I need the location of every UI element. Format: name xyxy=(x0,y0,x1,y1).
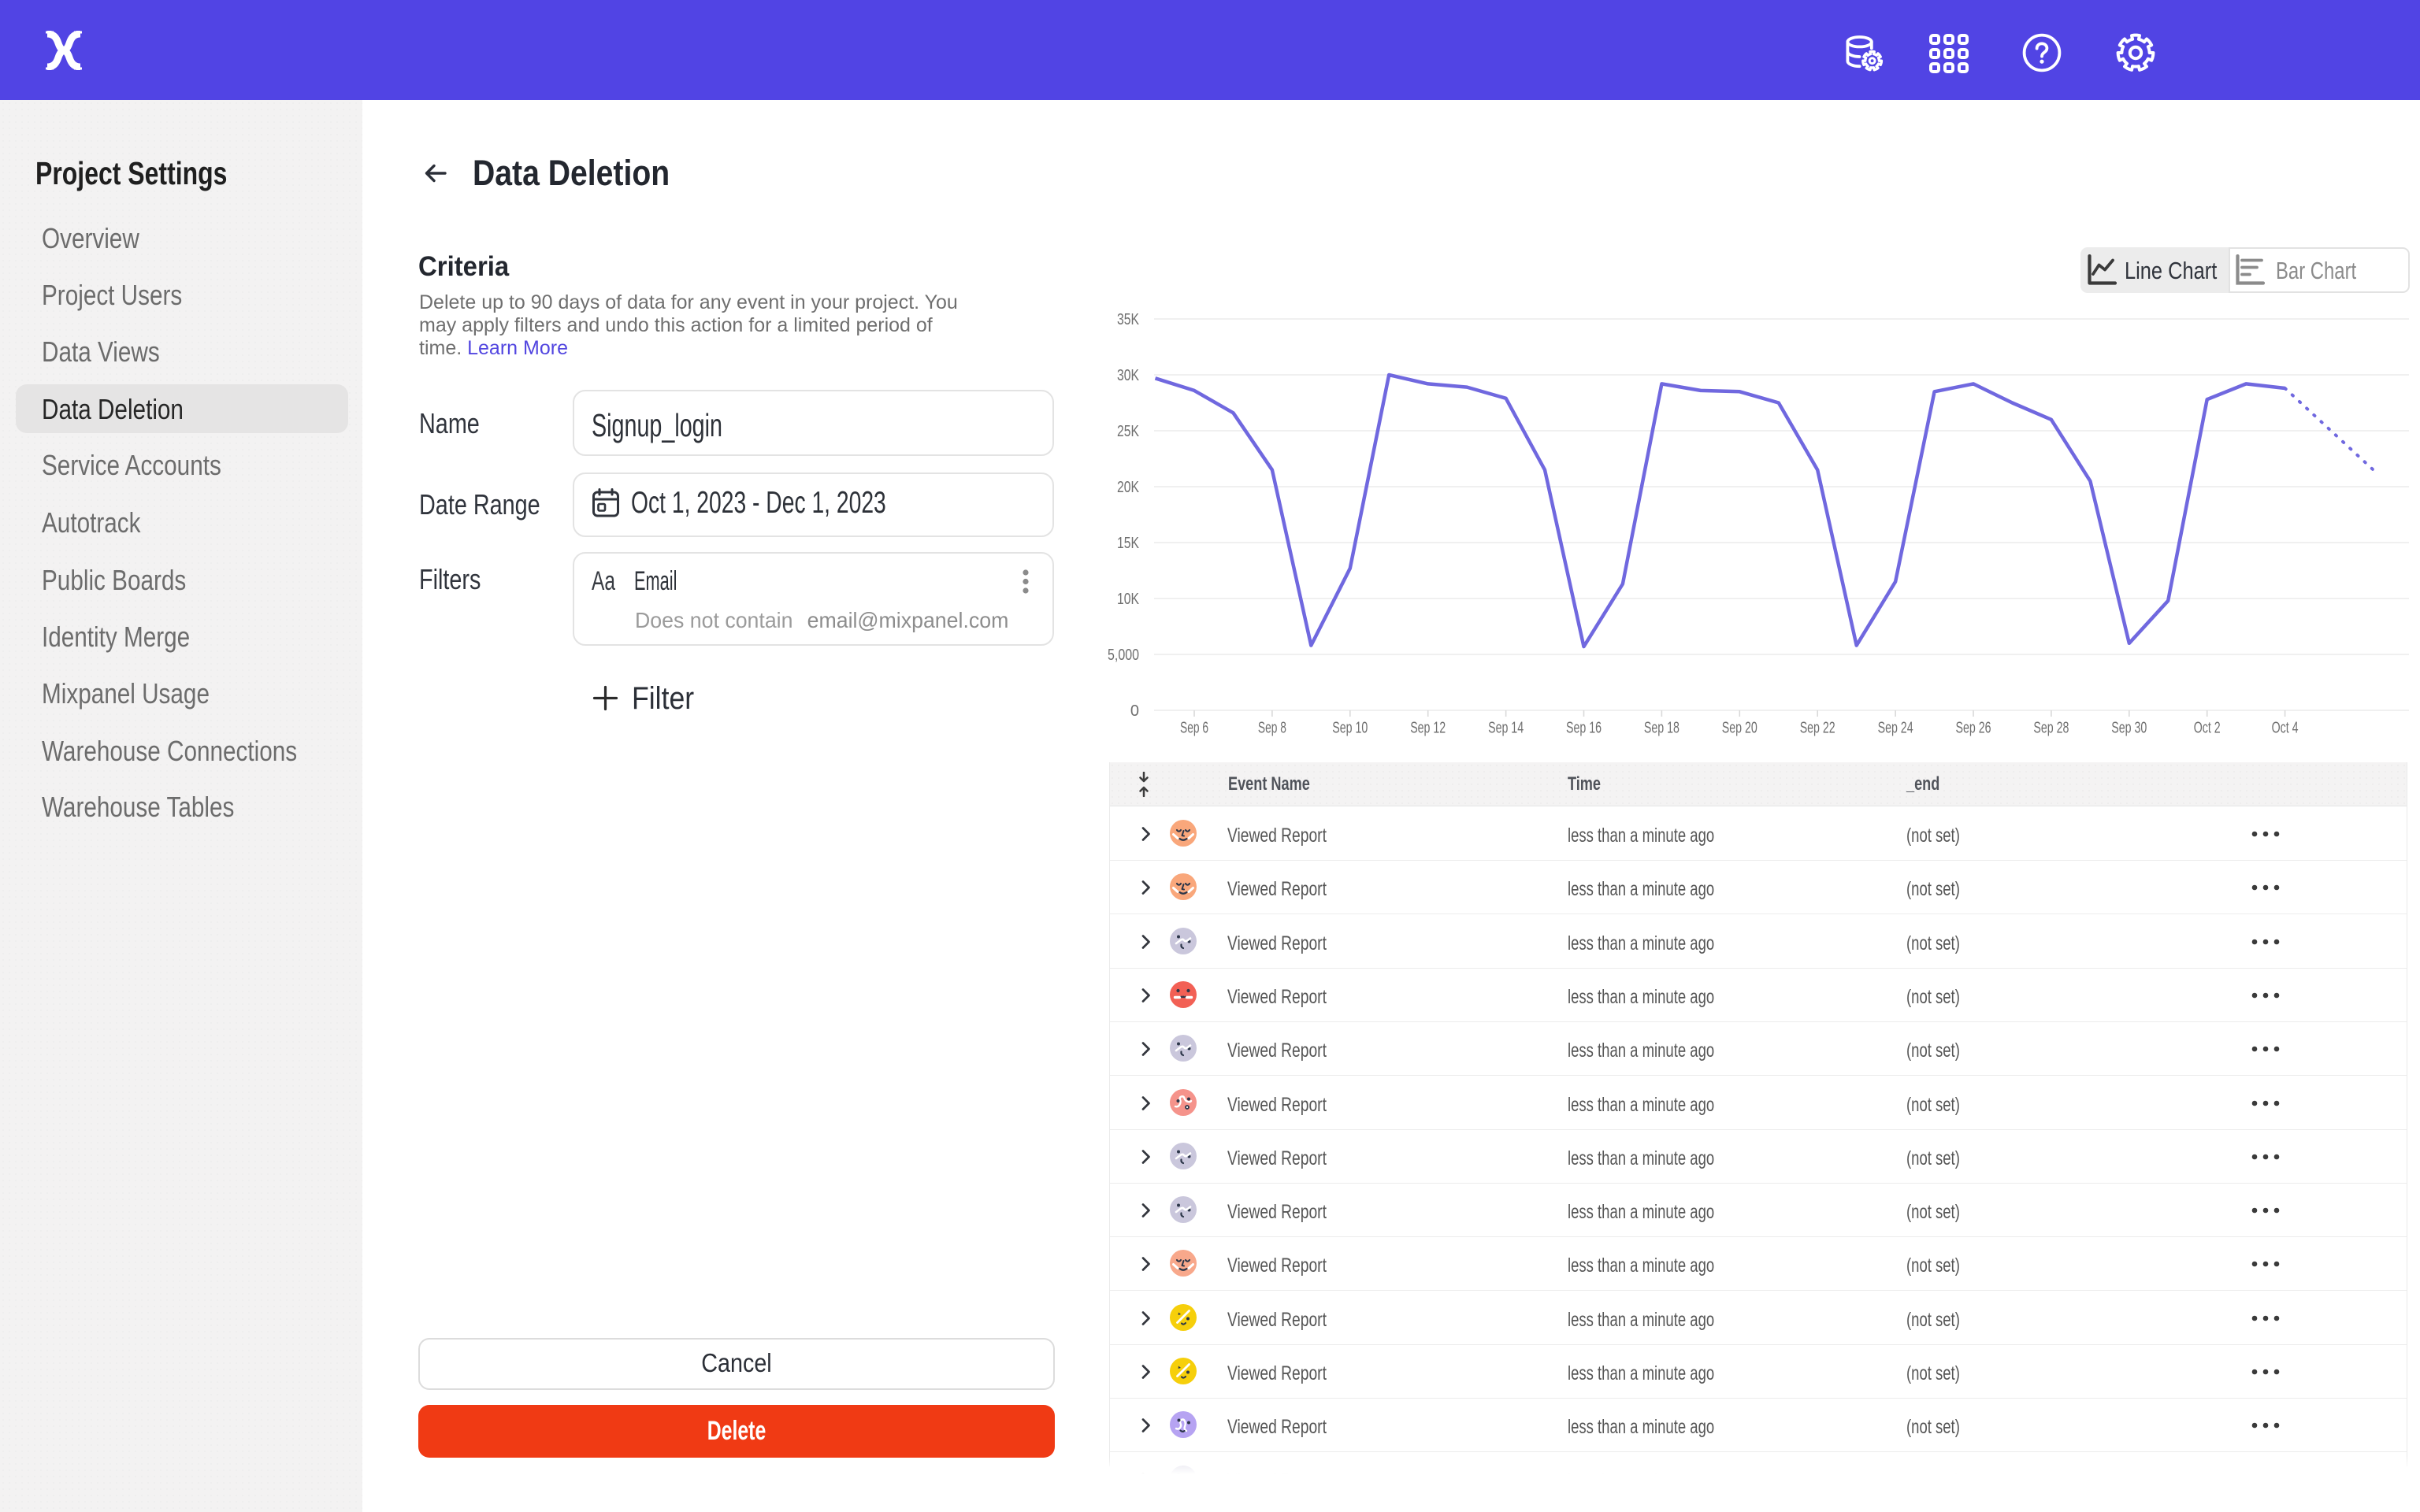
svg-text:Sep 22: Sep 22 xyxy=(1800,720,1835,737)
svg-text:Sep 30: Sep 30 xyxy=(2111,720,2147,737)
svg-text:35K: 35K xyxy=(1117,311,1140,328)
svg-text:Sep 6: Sep 6 xyxy=(1180,720,1208,737)
svg-text:Sep 24: Sep 24 xyxy=(1878,720,1913,737)
svg-text:Sep 14: Sep 14 xyxy=(1488,720,1524,737)
svg-text:Sep 26: Sep 26 xyxy=(1956,720,1991,737)
svg-text:Oct 2: Oct 2 xyxy=(2194,720,2221,737)
svg-text:Oct 4: Oct 4 xyxy=(2272,720,2299,737)
svg-text:Sep 12: Sep 12 xyxy=(1410,720,1446,737)
svg-text:Sep 10: Sep 10 xyxy=(1332,720,1368,737)
svg-text:30K: 30K xyxy=(1117,367,1140,384)
svg-text:25K: 25K xyxy=(1117,423,1140,440)
svg-text:15K: 15K xyxy=(1117,535,1140,552)
svg-text:5,000: 5,000 xyxy=(1108,647,1139,664)
svg-text:Sep 8: Sep 8 xyxy=(1258,720,1286,737)
svg-text:10K: 10K xyxy=(1117,591,1140,608)
svg-text:0: 0 xyxy=(1130,702,1139,720)
svg-text:Sep 18: Sep 18 xyxy=(1644,720,1680,737)
svg-text:Sep 28: Sep 28 xyxy=(2033,720,2069,737)
svg-text:Sep 20: Sep 20 xyxy=(1722,720,1757,737)
svg-text:20K: 20K xyxy=(1117,479,1140,496)
svg-text:Sep 16: Sep 16 xyxy=(1566,720,1602,737)
